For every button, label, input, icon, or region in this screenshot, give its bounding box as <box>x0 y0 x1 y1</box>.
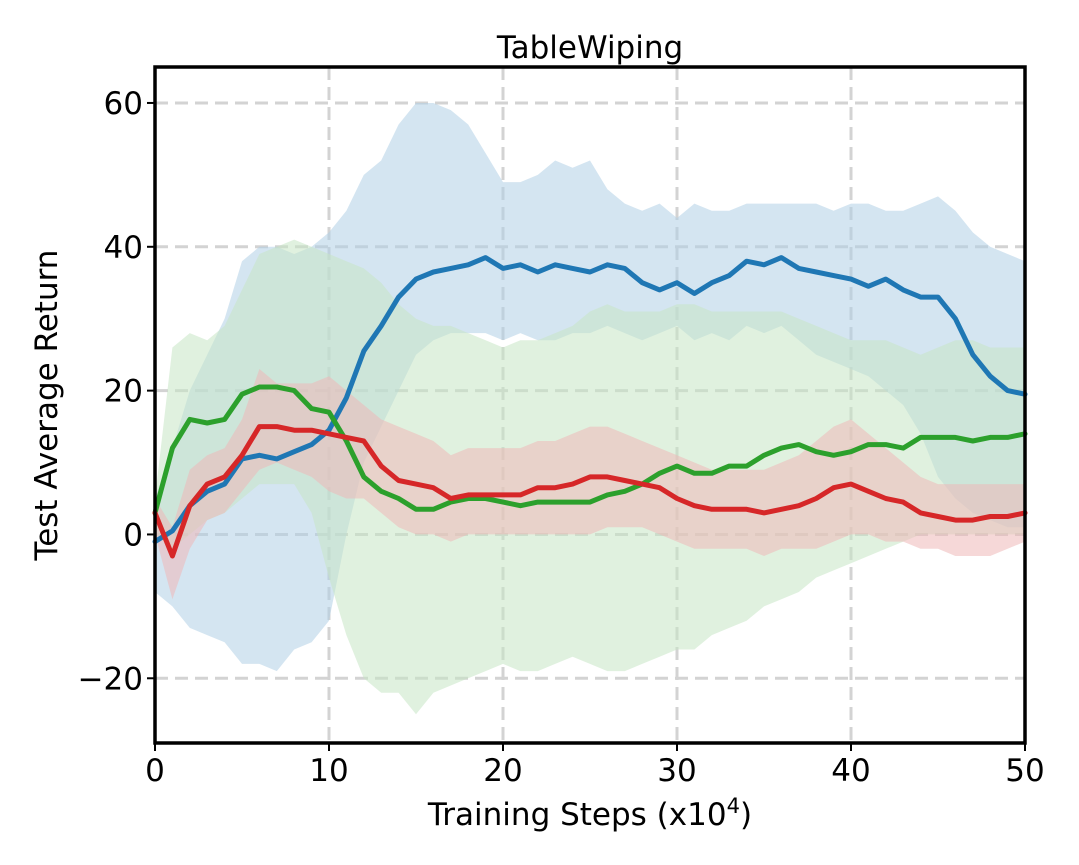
x-tick-label: 0 <box>145 753 165 789</box>
y-tick-label: 0 <box>123 517 143 553</box>
y-tick-label: 60 <box>104 86 143 122</box>
x-axis-label-suffix: ) <box>740 797 752 833</box>
x-axis-label: Training Steps (x104) <box>427 794 752 833</box>
y-axis-ticks: −20 0 20 40 60 <box>78 86 155 697</box>
y-tick-label: −20 <box>78 661 143 697</box>
chart-title: TableWiping <box>496 30 683 66</box>
x-tick-label: 50 <box>1005 753 1044 789</box>
y-axis-label: Test Average Return <box>29 250 65 562</box>
band-blue <box>155 103 1025 672</box>
y-tick-label: 40 <box>104 230 143 266</box>
band-red <box>155 369 1025 600</box>
y-tick-label: 20 <box>104 374 143 410</box>
confidence-bands <box>155 103 1025 715</box>
x-axis-label-exponent: 4 <box>727 794 740 818</box>
line-blue <box>152 255 1028 545</box>
x-tick-label: 20 <box>483 753 522 789</box>
x-tick-label: 30 <box>657 753 696 789</box>
x-tick-label: 10 <box>309 753 348 789</box>
line-red <box>152 424 1028 559</box>
x-tick-label: 40 <box>831 753 870 789</box>
series-lines <box>152 255 1028 559</box>
plot-frame <box>153 65 1027 745</box>
x-axis-ticks: 0 10 20 30 40 50 <box>145 743 1045 789</box>
line-green <box>152 384 1028 516</box>
